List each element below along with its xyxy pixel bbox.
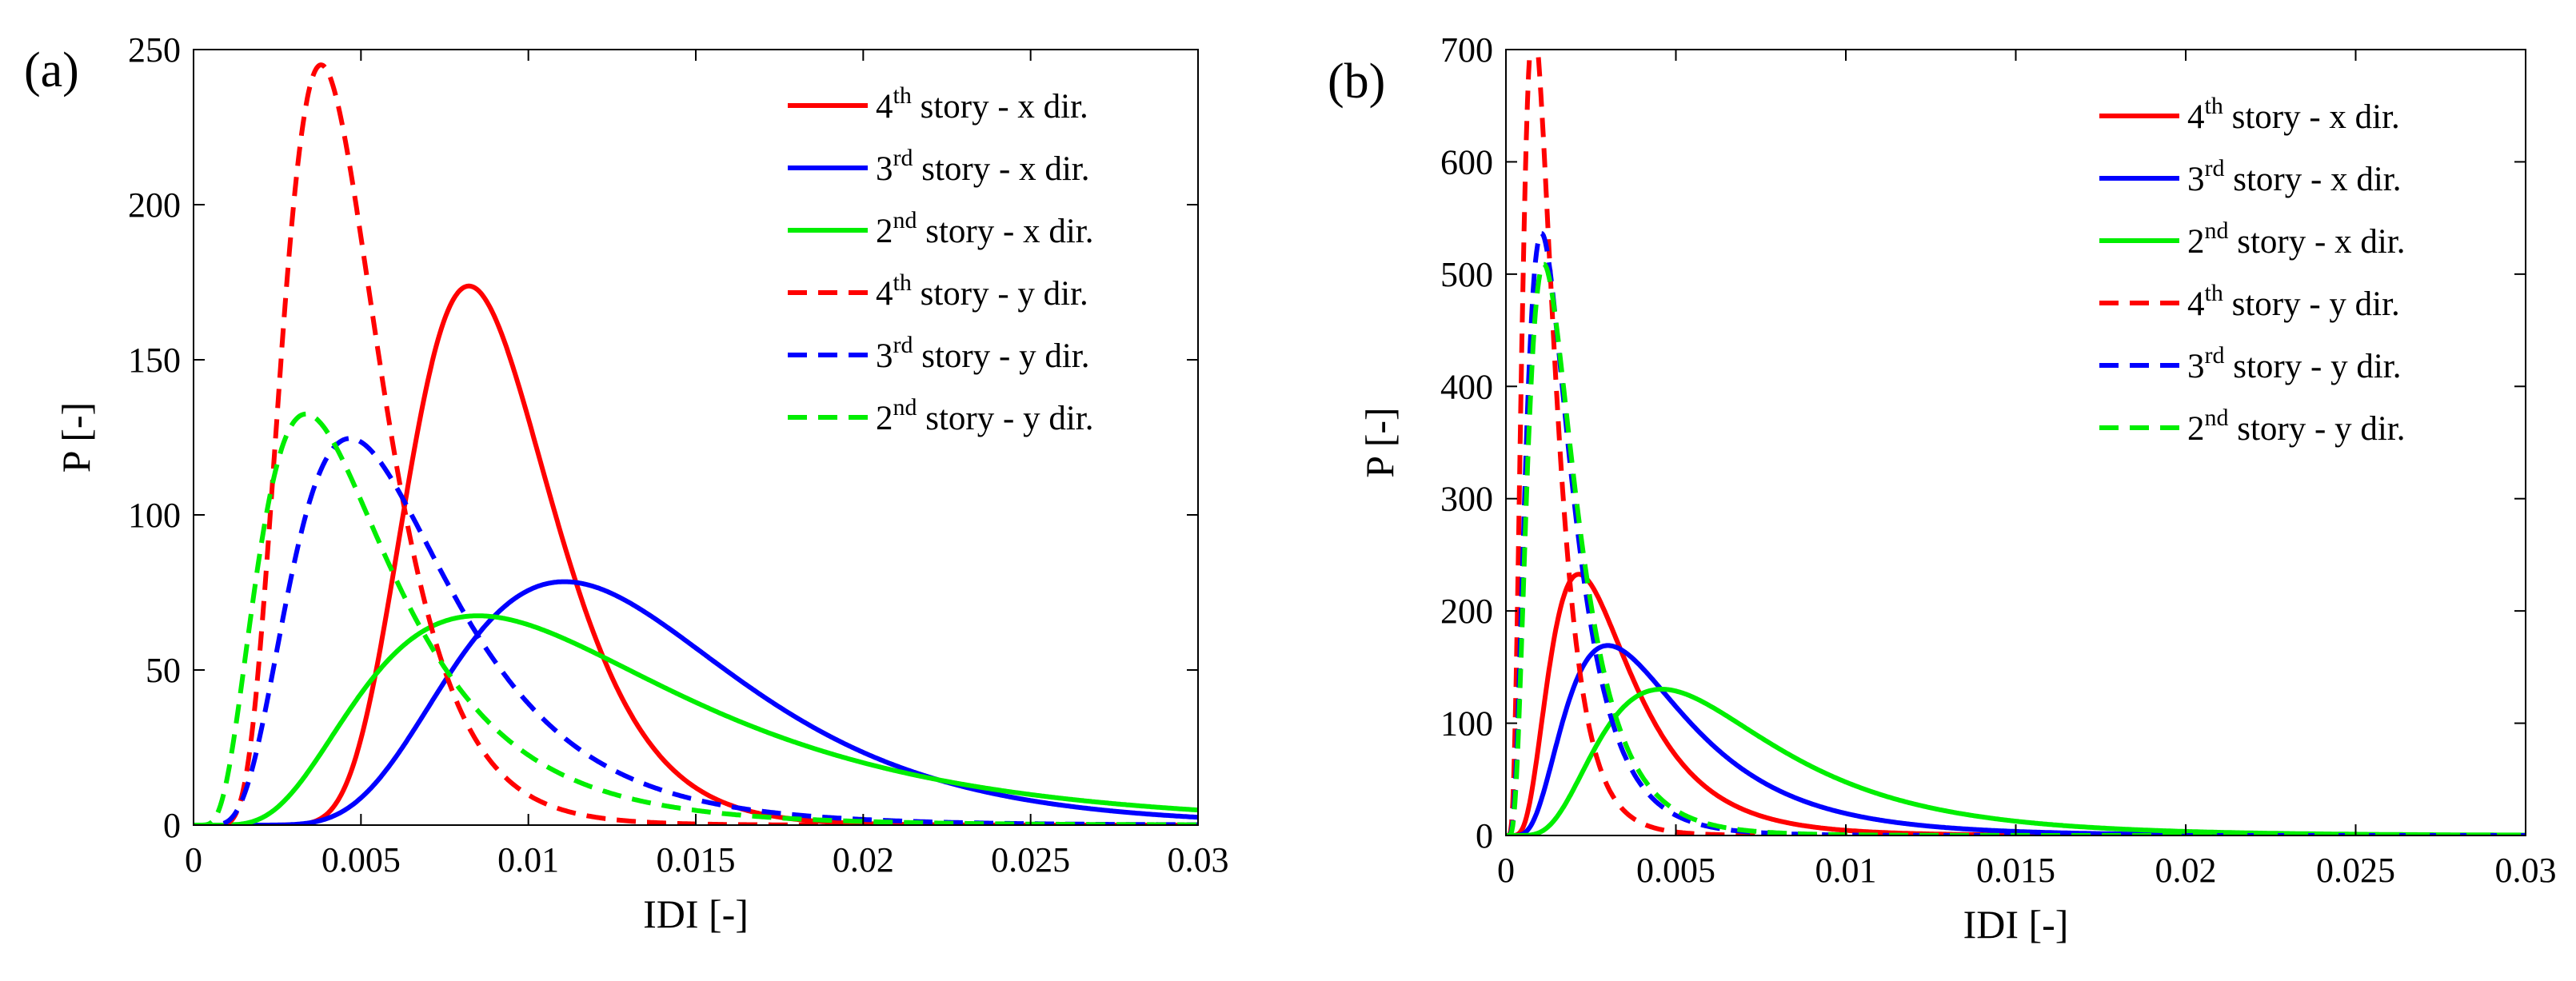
- panel-a-legend-rest-4: story - y dir.: [912, 275, 1088, 313]
- panel-a-xtick-label-4: 0.02: [833, 840, 894, 879]
- panel-b-xtick-label-2: 0.01: [1815, 851, 1877, 890]
- panel-a-ytick-label-0: 0: [163, 806, 181, 845]
- panel-a: 0 0.005 0.01 0.015 0.02 0.025 0.03 0 50 100 150 200…: [24, 30, 1229, 936]
- panel-a-ytick-label-4: 200: [128, 185, 181, 225]
- panel-a-legend-label-5: 3rd story - y dir.: [876, 332, 1089, 375]
- panel-b-ytick-label-0: 0: [1476, 816, 1493, 855]
- panel-b-ytick-label-2: 200: [1440, 592, 1493, 631]
- panel-b-xtick-label-0: 0: [1497, 851, 1515, 890]
- panel-a-xtick-label-6: 0.03: [1168, 840, 1229, 879]
- panel-b-legend-suffix-3: nd: [2205, 217, 2229, 244]
- panel-a-legend-rest-6: story - y dir.: [917, 400, 1094, 437]
- panel-b-xtick-label-1: 0.005: [1636, 851, 1715, 890]
- panel-a-legend-rest-1: story - x dir.: [912, 88, 1088, 126]
- panel-b-xtick-label-4: 0.02: [2155, 851, 2217, 890]
- panel-a-label: (a): [24, 43, 79, 98]
- panel-b-xtick-label-3: 0.015: [1976, 851, 2055, 890]
- panel-b-ytick-label-5: 500: [1440, 255, 1493, 294]
- panel-b-legend-ordinal-1: 4: [2187, 98, 2205, 136]
- panel-a-ytick-label-3: 150: [128, 341, 181, 380]
- panel-b-y-axis-label: P [-]: [1357, 407, 1402, 477]
- panel-a-legend-ordinal-2: 3: [876, 150, 893, 188]
- panel-b-ytick-label-1: 100: [1440, 704, 1493, 744]
- panel-b-legend-rest-3: story - x dir.: [2229, 223, 2406, 261]
- panel-a-legend-suffix-6: nd: [893, 394, 917, 421]
- panel-b-series-3-line: [1506, 687, 2526, 835]
- panel-a-legend-suffix-2: rd: [893, 145, 913, 171]
- panel-a-legend: 4th story - x dir.3rd story - x dir.2nd …: [788, 82, 1093, 437]
- panel-b-legend-ordinal-6: 2: [2187, 410, 2205, 448]
- panel-b-ytick-label-6: 600: [1440, 142, 1493, 181]
- panel-a-legend-suffix-3: nd: [893, 207, 917, 233]
- panel-b-legend-ordinal-4: 4: [2187, 285, 2205, 323]
- panel-a-legend-suffix-5: rd: [893, 332, 913, 358]
- panel-a-xtick-label-0: 0: [185, 840, 202, 879]
- panel-a-legend-label-4: 4th story - y dir.: [876, 269, 1088, 313]
- panel-b-legend-suffix-4: th: [2205, 280, 2223, 306]
- panel-a-xtick-label-5: 0.025: [991, 840, 1070, 879]
- panel-b-xtick-label-6: 0.03: [2495, 851, 2557, 890]
- panel-b-legend-suffix-6: nd: [2205, 405, 2229, 431]
- panel-a-legend-label-1: 4th story - x dir.: [876, 82, 1088, 126]
- panel-b-legend-ordinal-5: 3: [2187, 348, 2205, 385]
- panel-b-legend-rest-1: story - x dir.: [2223, 98, 2400, 136]
- panel-b-legend-rest-4: story - y dir.: [2223, 285, 2400, 323]
- panel-b-legend-ordinal-3: 2: [2187, 223, 2205, 261]
- panel-a-xtick-label-3: 0.015: [657, 840, 736, 879]
- panel-a-ytick-label-2: 100: [128, 496, 181, 535]
- panel-a-series-5-line: [194, 436, 1198, 825]
- panel-b-legend-suffix-2: rd: [2205, 155, 2225, 181]
- panel-b-legend-rest-6: story - y dir.: [2229, 410, 2406, 448]
- panel-a-series-2-line: [194, 579, 1198, 825]
- panel-b-legend-label-2: 3rd story - x dir.: [2187, 155, 2401, 198]
- panel-a-legend-ordinal-6: 2: [876, 400, 893, 437]
- panel-b-x-axis-label: IDI [-]: [1963, 902, 2069, 947]
- panel-b-legend-label-3: 2nd story - x dir.: [2187, 217, 2405, 261]
- panel-a-legend-ordinal-4: 4: [876, 275, 893, 313]
- panel-b-series-5-line: [1506, 231, 2526, 835]
- panel-b: 0 0.005 0.01 0.015 0.02 0.025 0.03 0 100 200 300 40…: [1328, 30, 2557, 947]
- panel-b-legend-rest-5: story - y dir.: [2225, 348, 2402, 385]
- panel-a-legend-rest-2: story - x dir.: [913, 150, 1090, 188]
- panel-a-series-6-line: [194, 411, 1198, 825]
- panel-b-legend-label-4: 4th story - y dir.: [2187, 280, 2400, 323]
- panel-a-x-axis-label: IDI [-]: [643, 891, 749, 936]
- panel-a-legend-suffix-1: th: [893, 82, 912, 109]
- panel-a-legend-rest-5: story - y dir.: [913, 337, 1090, 375]
- panel-a-series-3-line: [194, 613, 1198, 825]
- panel-b-ytick-label-3: 300: [1440, 480, 1493, 519]
- panel-a-y-axis-label: P [-]: [54, 402, 98, 473]
- panel-b-legend-suffix-1: th: [2205, 93, 2223, 119]
- panel-b-ytick-label-7: 700: [1440, 30, 1493, 70]
- panel-b-legend-label-6: 2nd story - y dir.: [2187, 405, 2405, 448]
- panel-b-legend: 4th story - x dir.3rd story - x dir.2nd …: [2099, 93, 2405, 448]
- panel-a-legend-suffix-4: th: [893, 269, 912, 296]
- panel-a-legend-ordinal-5: 3: [876, 337, 893, 375]
- panel-a-ytick-label-1: 50: [146, 651, 181, 690]
- panel-b-legend-label-1: 4th story - x dir.: [2187, 93, 2400, 136]
- panel-a-legend-ordinal-1: 4: [876, 88, 893, 126]
- panel-b-ytick-label-4: 400: [1440, 367, 1493, 406]
- panel-a-ytick-label-5: 250: [128, 30, 181, 70]
- panel-a-xtick-label-2: 0.01: [497, 840, 559, 879]
- panel-b-xtick-label-5: 0.025: [2316, 851, 2395, 890]
- panel-b-legend-ordinal-2: 3: [2187, 161, 2205, 198]
- panel-b-legend-label-5: 3rd story - y dir.: [2187, 342, 2401, 385]
- panel-b-legend-suffix-5: rd: [2205, 342, 2225, 369]
- panel-a-legend-ordinal-3: 2: [876, 213, 893, 250]
- panel-a-legend-label-3: 2nd story - x dir.: [876, 207, 1093, 250]
- panel-a-xtick-label-1: 0.005: [322, 840, 401, 879]
- panel-a-legend-label-2: 3rd story - x dir.: [876, 145, 1089, 188]
- panel-a-legend-rest-3: story - x dir.: [917, 213, 1094, 250]
- panel-b-label: (b): [1328, 54, 1385, 109]
- panel-b-legend-rest-2: story - x dir.: [2225, 161, 2402, 198]
- panel-a-legend-label-6: 2nd story - y dir.: [876, 394, 1093, 437]
